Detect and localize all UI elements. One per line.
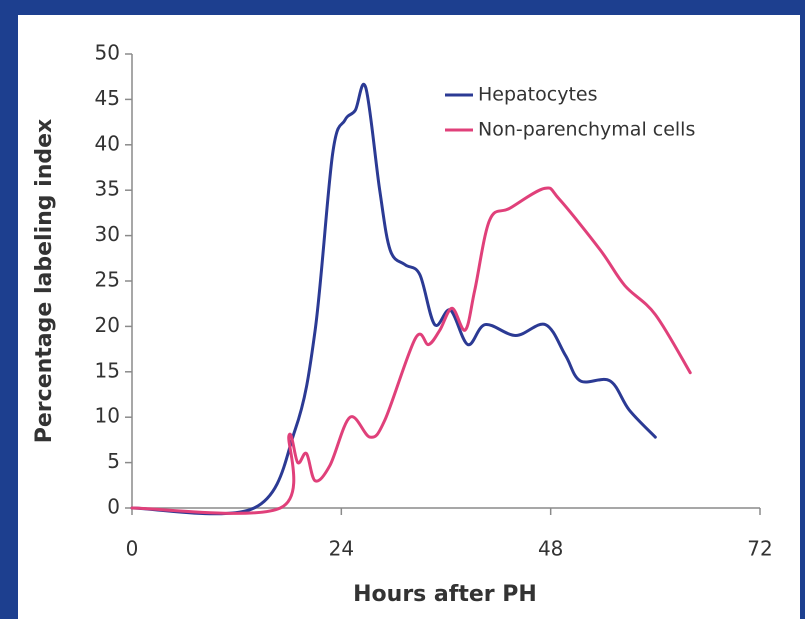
y-tick-label: 50 <box>95 41 120 65</box>
x-tick-label: 72 <box>747 537 772 561</box>
x-tick-label: 24 <box>329 537 354 561</box>
legend-label: Non-parenchymal cells <box>478 119 695 141</box>
legend-label: Hepatocytes <box>478 84 597 106</box>
x-tick-label: 0 <box>126 537 139 561</box>
y-tick-label: 45 <box>95 86 120 110</box>
x-tick-label: 48 <box>538 537 563 561</box>
x-axis-title: Hours after PH <box>353 582 537 607</box>
y-tick-label: 35 <box>95 177 120 201</box>
y-tick-label: 20 <box>95 313 120 337</box>
plot-panel <box>18 15 800 619</box>
y-tick-label: 30 <box>95 222 120 246</box>
y-tick-label: 0 <box>107 495 120 519</box>
data-line <box>130 83 657 516</box>
y-tick-label: 40 <box>95 131 120 155</box>
y-axis-title: Percentage labeling index <box>32 119 57 443</box>
y-tick-label: 5 <box>107 449 120 473</box>
data-line <box>130 186 692 515</box>
y-tick-label: 10 <box>95 404 120 428</box>
y-tick-label: 25 <box>95 268 120 292</box>
y-tick-label: 15 <box>95 358 120 382</box>
